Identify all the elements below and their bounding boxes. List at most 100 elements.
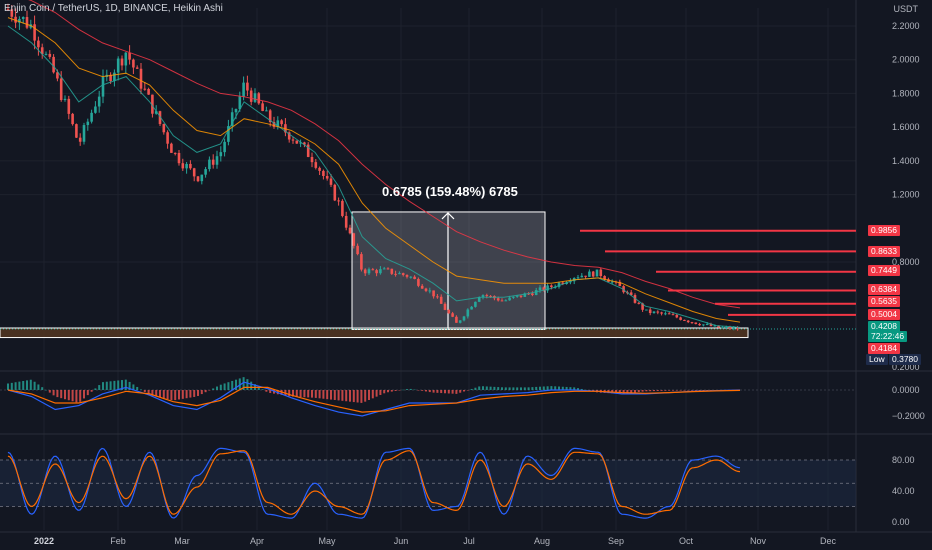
candle-body (531, 293, 534, 296)
macd-histogram-bar (128, 381, 131, 390)
candle-body (470, 306, 473, 310)
candle-body (101, 76, 105, 97)
candle-body (728, 327, 732, 329)
macd-histogram-bar (318, 390, 321, 399)
macd-histogram-bar (7, 383, 9, 390)
macd-histogram-bar (394, 390, 397, 391)
candle-body (287, 132, 291, 140)
candle-body (6, 9, 10, 11)
macd-histogram-bar (561, 386, 564, 390)
macd-histogram-bar (523, 387, 526, 390)
candle-body (686, 320, 690, 323)
macd-histogram-bar (375, 390, 378, 397)
price-tick-label: 1.6000 (892, 122, 920, 132)
candle-body (489, 295, 492, 297)
candle-body (424, 288, 428, 291)
moving-average-line (28, 0, 741, 309)
macd-histogram-bar (219, 384, 222, 390)
macd-pane (0, 377, 856, 417)
candle-body (337, 200, 340, 202)
macd-histogram-bar (330, 390, 332, 400)
candle-body (291, 139, 295, 141)
candle-body (675, 314, 679, 318)
candle-body (496, 298, 500, 301)
macd-histogram-bar (140, 389, 142, 390)
candle-body (246, 82, 249, 91)
time-tick-label: 2022 (34, 536, 54, 546)
candle-body (135, 67, 139, 69)
candle-body (371, 269, 375, 271)
candle-body (147, 88, 150, 95)
candle-body (151, 94, 154, 114)
macd-histogram-bar (170, 390, 173, 400)
candle-body (268, 110, 272, 123)
candle-body (192, 168, 196, 177)
candle-body (143, 88, 147, 90)
macd-histogram-bar (299, 390, 302, 398)
macd-histogram-bar (181, 390, 184, 399)
macd-histogram-bar (337, 390, 340, 401)
candle-body (124, 52, 128, 66)
macd-histogram-bar (292, 390, 294, 397)
candle-body (405, 274, 409, 277)
candle-body (542, 287, 546, 291)
candle-body (367, 269, 371, 274)
macd-histogram-bar (136, 386, 139, 390)
candle-body (265, 110, 268, 112)
time-tick-label: Nov (750, 536, 767, 546)
macd-histogram-bar (482, 386, 484, 390)
candle-body (637, 302, 641, 304)
price-tick-label: 1.2000 (892, 190, 920, 200)
candle-body (242, 82, 245, 97)
macd-histogram-bar (90, 390, 93, 392)
candle-body (348, 227, 352, 234)
stoch-pane (0, 447, 856, 519)
candle-body (113, 72, 116, 82)
candle-body (546, 285, 549, 291)
macd-histogram-bar (432, 390, 435, 393)
macd-histogram-bar (265, 390, 268, 392)
candle-body (97, 96, 101, 107)
candle-body (603, 276, 606, 280)
candle-body (648, 309, 652, 314)
candle-body (166, 132, 169, 144)
time-tick-label: Dec (820, 536, 837, 546)
macd-histogram-bar (360, 390, 363, 403)
price-tag: 0.5004 (868, 309, 900, 320)
price-tag: 0.9856 (868, 225, 900, 236)
macd-histogram-bar (531, 387, 534, 390)
macd-histogram-bar (440, 390, 443, 394)
candle-body (356, 245, 359, 255)
candle-body (10, 9, 14, 17)
macd-histogram-bar (204, 390, 207, 393)
candle-body (382, 268, 386, 270)
macd-histogram-bar (102, 382, 104, 390)
candle-body (352, 233, 356, 246)
candle-body (44, 53, 48, 55)
candle-body (132, 59, 135, 68)
price-tick-label: 0.2000 (892, 362, 920, 372)
macd-histogram-bar (425, 390, 427, 392)
candle-body (344, 215, 348, 228)
candle-body (14, 16, 17, 23)
macd-histogram-bar (71, 390, 74, 402)
symbol-legend[interactable]: Enjin Coin / TetherUS, 1D, BINANCE, Heik… (4, 3, 223, 14)
time-tick-label: Sep (608, 536, 624, 546)
candle-body (724, 327, 728, 329)
macd-histogram-bar (257, 386, 260, 390)
candle-body (390, 268, 394, 274)
macd-histogram-bar (687, 390, 690, 391)
time-tick-label: Jun (394, 536, 409, 546)
candle-body (698, 324, 701, 326)
macd-histogram-bar (143, 390, 146, 392)
candle-body (219, 152, 223, 157)
macd-histogram-bar (162, 390, 165, 399)
candle-body (200, 174, 204, 182)
macd-histogram-bar (322, 390, 325, 399)
candle-body (18, 18, 21, 23)
candle-body (584, 275, 587, 277)
macd-histogram-bar (664, 390, 667, 391)
macd-histogram-bar (48, 390, 51, 393)
